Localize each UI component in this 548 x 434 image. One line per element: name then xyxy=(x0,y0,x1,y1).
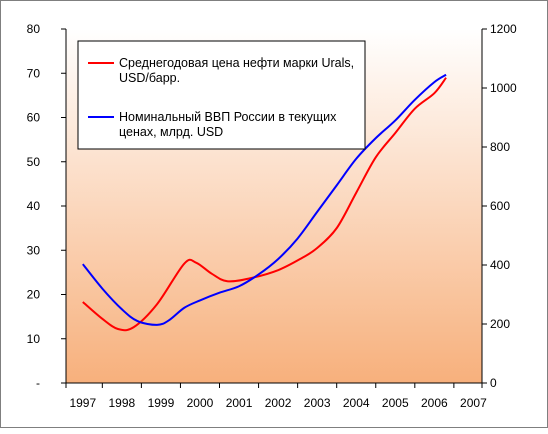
x-axis-tick-label: 1998 xyxy=(109,396,136,410)
right-axis-tick-label: 200 xyxy=(490,317,510,331)
right-axis-tick-label: 1000 xyxy=(490,81,517,95)
x-axis-tick-label: 2005 xyxy=(382,396,409,410)
x-axis-tick-label: 2002 xyxy=(265,396,292,410)
series-line-gdp xyxy=(82,73,447,326)
axes: -102030405060708002004006008001000120019… xyxy=(27,22,517,410)
left-axis-tick-label: 40 xyxy=(27,199,41,213)
left-axis-tick-label: 80 xyxy=(27,22,41,36)
legend-label-oil-price-line-2: USD/барр. xyxy=(119,71,180,85)
legend-label-gdp-line-1: Номинальный ВВП России в текущих xyxy=(119,110,337,124)
left-axis-tick-label: - xyxy=(36,376,40,390)
x-axis-tick-label: 2004 xyxy=(343,396,370,410)
series-line-oil-price xyxy=(82,77,447,332)
left-axis-tick-label: 60 xyxy=(27,111,41,125)
right-axis-tick-label: 0 xyxy=(490,376,497,390)
x-axis-tick-label: 2006 xyxy=(421,396,448,410)
left-axis-tick-label: 10 xyxy=(27,332,41,346)
legend-label-oil-price-line-1: Среднегодовая цена нефти марки Urals, xyxy=(119,56,354,70)
x-axis-tick-label: 1999 xyxy=(148,396,175,410)
x-axis-tick-label: 2000 xyxy=(187,396,214,410)
right-axis-tick-label: 600 xyxy=(490,199,510,213)
left-axis-tick-label: 50 xyxy=(27,155,41,169)
left-axis-tick-label: 20 xyxy=(27,288,41,302)
legend-box xyxy=(77,40,366,150)
legend-label-gdp-line-2: ценах, млрд. USD xyxy=(119,125,223,139)
right-axis-tick-label: 1200 xyxy=(490,22,517,36)
x-axis-tick-label: 1997 xyxy=(69,396,96,410)
x-axis-tick-label: 2007 xyxy=(460,396,487,410)
right-axis-tick-label: 800 xyxy=(490,140,510,154)
left-axis-tick-label: 30 xyxy=(27,243,41,257)
x-axis-tick-label: 2003 xyxy=(304,396,331,410)
right-axis-tick-label: 400 xyxy=(490,258,510,272)
left-axis-tick-label: 70 xyxy=(27,66,41,80)
series-layer xyxy=(82,73,447,332)
x-axis-tick-label: 2001 xyxy=(226,396,253,410)
legend: Среднегодовая цена нефти марки Urals, US… xyxy=(77,40,366,150)
